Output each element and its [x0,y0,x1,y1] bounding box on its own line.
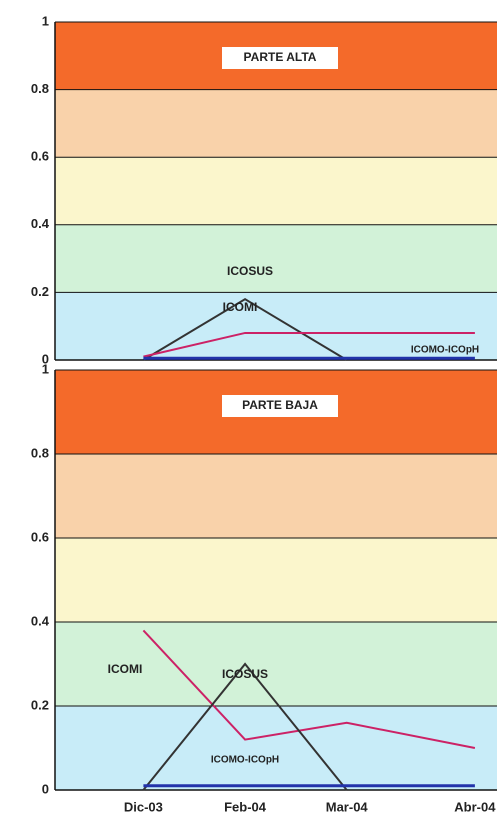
y-tick-label: 0.2 [31,697,49,712]
chart-title: PARTE BAJA [242,398,318,412]
x-tick-label: Mar-04 [326,799,369,814]
y-tick-label: 0 [42,351,49,366]
x-tick-label: Dic-03 [124,799,163,814]
quality-band [55,157,497,225]
y-tick-label: 0.8 [31,81,49,96]
y-tick-label: 0.6 [31,529,49,544]
title-box [222,395,338,417]
title-box [222,47,338,69]
quality-band [55,89,497,158]
quality-band [55,224,497,293]
series-line [143,331,475,358]
quality-band [55,454,497,538]
series-line [142,297,348,361]
y-tick-label: 0.8 [31,445,49,460]
quality-band [55,292,497,360]
series-label: ICOMI [223,300,258,314]
series-line [142,629,476,749]
chart: 0 0.2 0.4 0.6 0.8 1 Dic-03 Feb-04 Mar-04 Abr-04 PA… [31,361,497,814]
quality-band [55,706,497,790]
series-label: ICOMI [108,662,143,676]
quality-band [55,538,497,622]
y-tick-label: 0.4 [31,216,50,231]
series-label: ICOMO-ICOpH [411,345,479,356]
y-tick-label: 0.4 [31,613,50,628]
y-tick-label: 1 [42,13,49,28]
series-label: ICOSUS [222,667,268,681]
series-line [142,662,348,791]
x-tick-label: Abr-04 [454,799,496,814]
y-tick-label: 0 [42,781,49,796]
series-label: ICOMO-ICOpH [211,755,279,766]
chart-title: PARTE ALTA [244,50,317,64]
chart: 00.20.40.60.81Dic-03Feb-04Mar-04Abr-04PA… [31,13,497,384]
series-label: ICOSUS [227,264,273,278]
y-tick-label: 1 [42,361,49,376]
y-tick-label: 0.6 [31,149,49,164]
y-tick-label: 0.2 [31,284,49,299]
x-tick-label: Feb-04 [224,799,267,814]
quality-band [55,622,497,706]
